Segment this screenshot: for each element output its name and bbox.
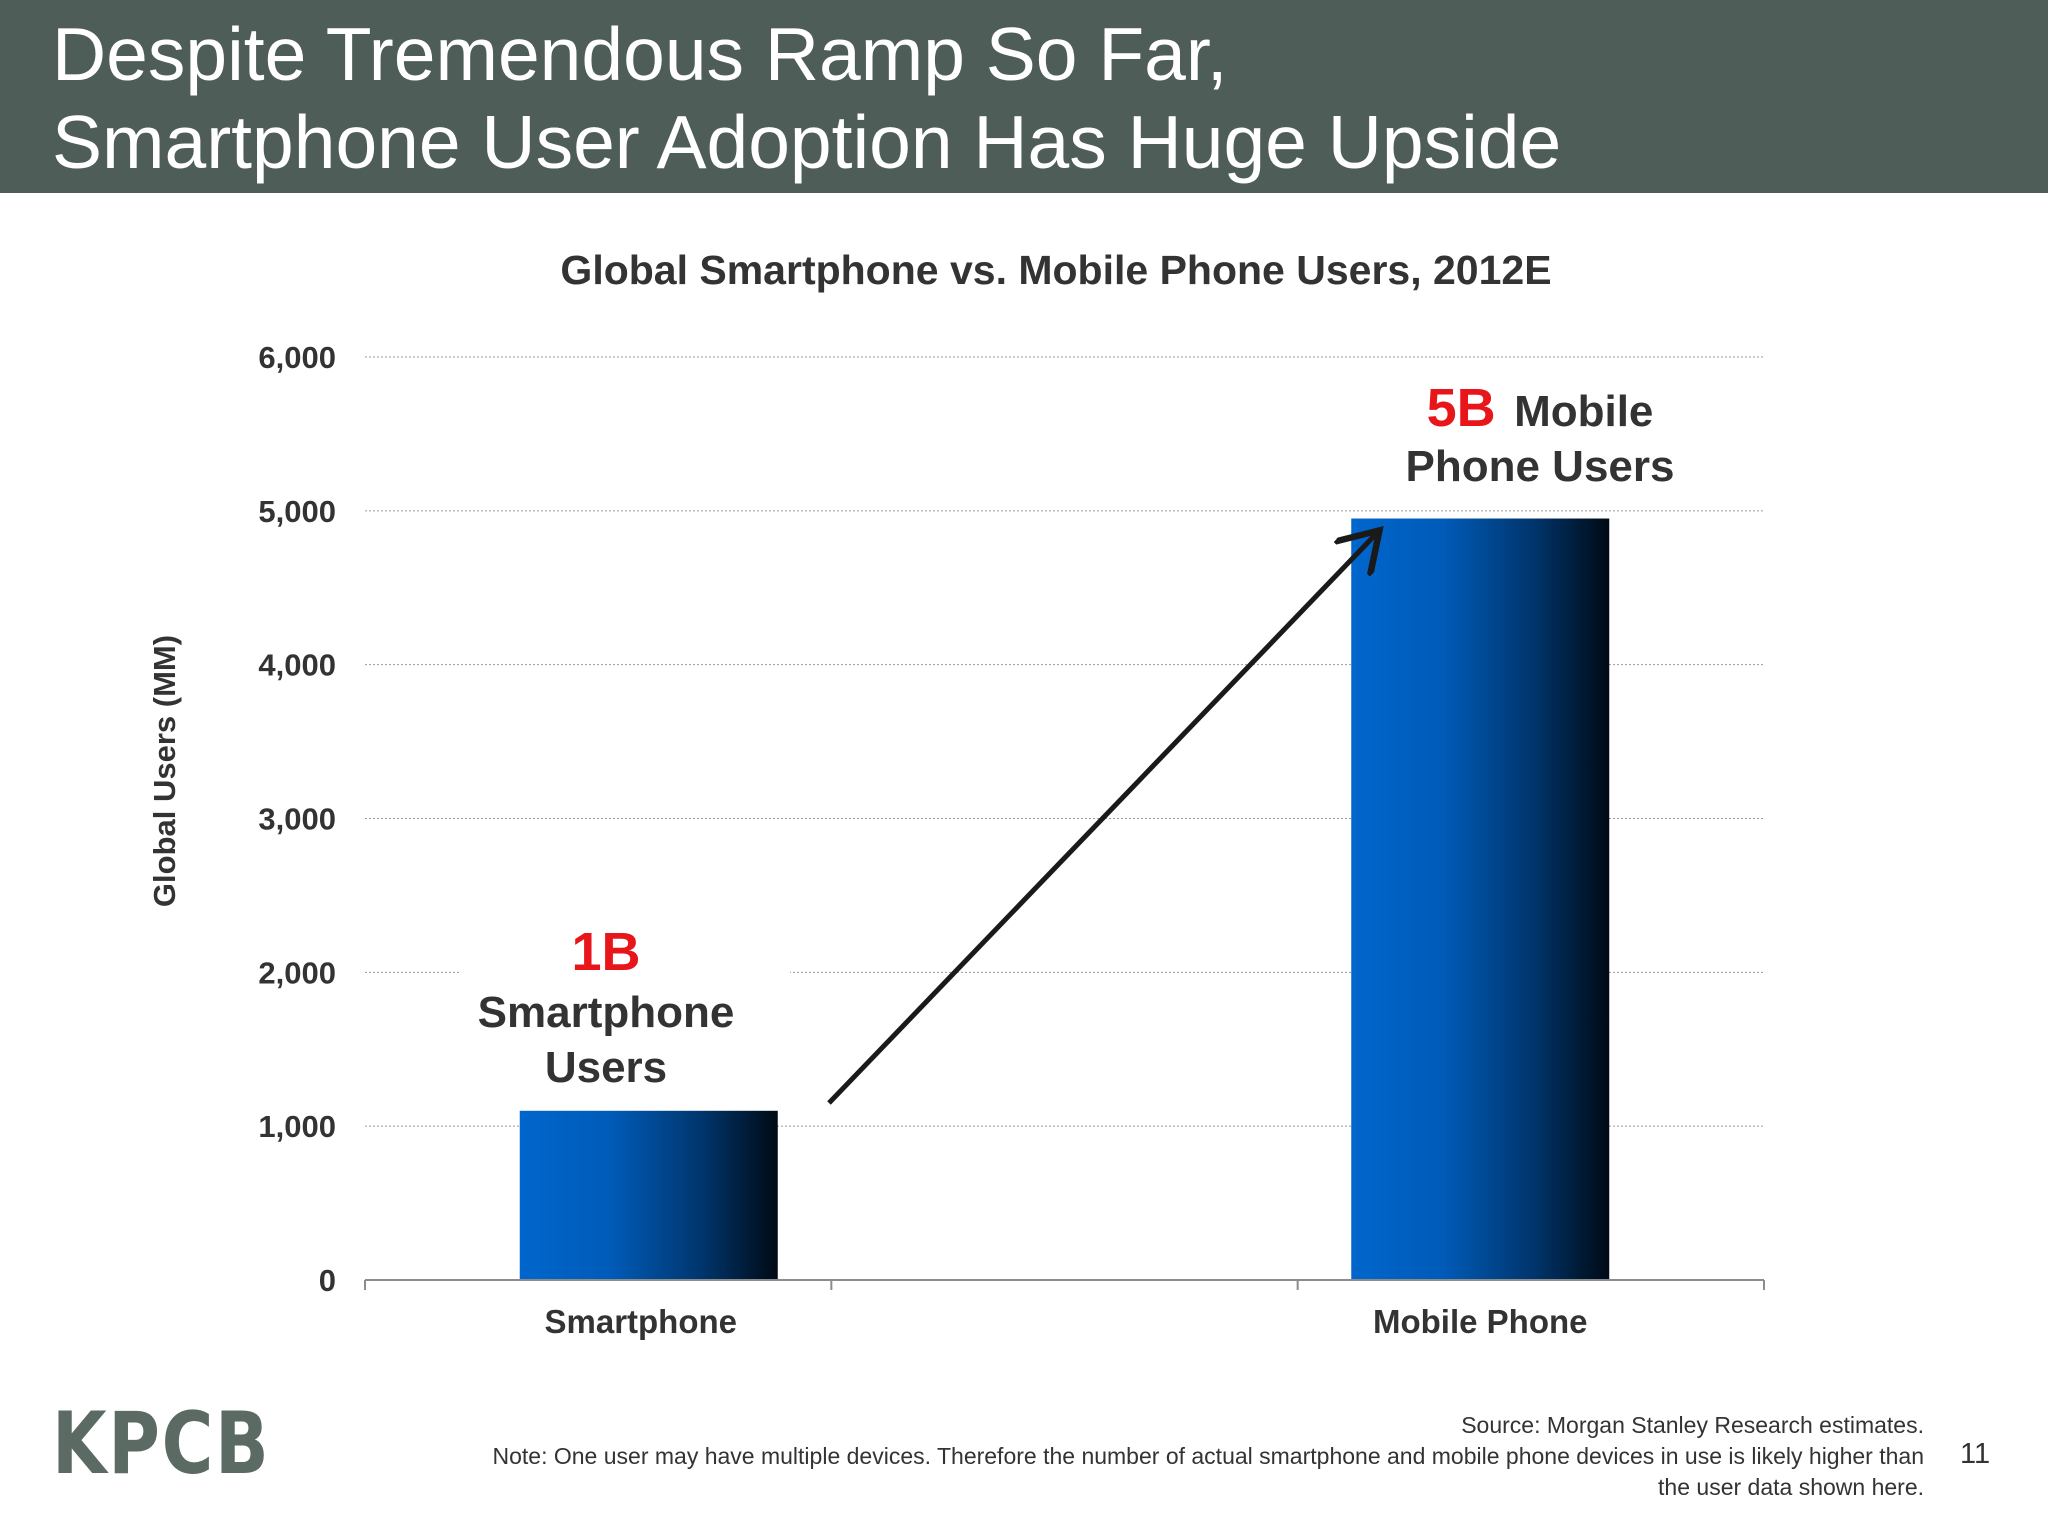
- y-tick-label: 2,000: [258, 955, 336, 990]
- y-axis-title: Global Users (MM): [147, 635, 182, 907]
- y-tick-label: 0: [319, 1263, 336, 1298]
- bar-mobile-phone: [1351, 518, 1610, 1280]
- bars: [519, 518, 1610, 1280]
- annotation-smartphone: 1B Smartphone Users: [460, 912, 790, 1100]
- y-tick-labels: 0 1,000 2,000 3,000 4,000 5,000 6,000: [258, 340, 336, 1298]
- svg-text:5B Mobile: 5B Mobile: [1427, 378, 1654, 438]
- category-labels: Smartphone Mobile Phone: [544, 1303, 1587, 1340]
- annotation-mobile-phone: 5B Mobile Phone Users: [1385, 370, 1695, 498]
- y-tick-label: 1,000: [258, 1109, 336, 1144]
- disclaimer-line-1: Note: One user may have multiple devices…: [492, 1443, 1924, 1469]
- title-banner: Despite Tremendous Ramp So Far, Smartpho…: [0, 0, 2048, 193]
- growth-arrow: [827, 534, 1376, 1105]
- slide-title: Despite Tremendous Ramp So Far, Smartpho…: [52, 10, 1561, 186]
- y-tick-label: 3,000: [258, 802, 336, 837]
- chart-title: Global Smartphone vs. Mobile Phone Users…: [560, 247, 1551, 293]
- annotation-smartphone-big: 1B: [571, 922, 640, 982]
- y-tick-label: 6,000: [258, 340, 336, 375]
- slide-title-line-2: Smartphone User Adoption Has Huge Upside: [52, 100, 1562, 184]
- page-number: 11: [1960, 1438, 1991, 1470]
- annotation-smartphone-line-2: Users: [545, 1043, 667, 1092]
- annotation-mobile-inline: Mobile: [1514, 387, 1653, 436]
- footer-notes: Source: Morgan Stanley Research estimate…: [224, 1410, 1924, 1503]
- bar-smartphone: [519, 1110, 778, 1280]
- category-label: Smartphone: [544, 1303, 737, 1340]
- source-note: Source: Morgan Stanley Research estimate…: [1461, 1412, 1924, 1438]
- annotation-smartphone-line-1: Smartphone: [478, 988, 735, 1037]
- y-tick-label: 4,000: [258, 648, 336, 683]
- kpcb-logo: KPCB: [52, 1394, 271, 1494]
- category-label: Mobile Phone: [1373, 1303, 1588, 1340]
- annotation-mobile-line-1: Phone Users: [1406, 442, 1675, 491]
- annotation-mobile-big: 5B: [1427, 378, 1496, 438]
- disclaimer-line-2: the user data shown here.: [1658, 1474, 1924, 1500]
- slide-title-line-1: Despite Tremendous Ramp So Far,: [52, 12, 1228, 96]
- x-axis-ticks: [364, 1280, 1765, 1290]
- y-tick-label: 5,000: [258, 494, 336, 529]
